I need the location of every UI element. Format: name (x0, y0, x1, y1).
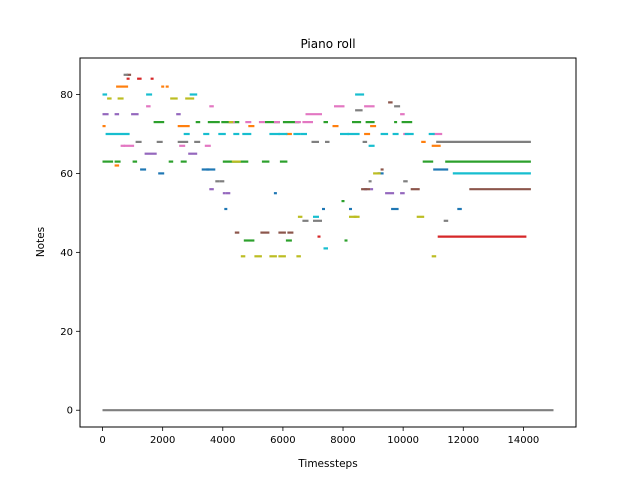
x-tick-label: 12000 (447, 435, 479, 446)
x-tick-label: 14000 (507, 435, 539, 446)
y-axis-ticks: 0 20 40 60 80 (60, 90, 80, 417)
y-axis-label: Notes (35, 227, 47, 257)
y-tick-label: 60 (60, 169, 73, 180)
y-tick-label: 20 (60, 327, 73, 338)
y-tick-label: 80 (60, 90, 73, 101)
note-series-3 (126, 77, 527, 238)
x-tick-label: 6000 (270, 435, 295, 446)
x-tick-label: 10000 (387, 435, 419, 446)
plot-content (102, 73, 554, 412)
note-series-2 (102, 120, 531, 242)
x-tick-label: 4000 (210, 435, 235, 446)
x-tick-label: 8000 (330, 435, 355, 446)
note-series-6 (120, 105, 443, 147)
note-series-1 (102, 85, 441, 167)
x-tick-label: 0 (99, 435, 105, 446)
chart-title: Piano roll (300, 37, 355, 51)
y-tick-label: 0 (67, 406, 73, 417)
plot-frame (79, 57, 577, 428)
y-tick-label: 40 (60, 248, 73, 259)
note-series-9 (102, 93, 531, 250)
x-axis-label: Timessteps (297, 458, 357, 470)
note-series-7 (102, 73, 554, 412)
x-axis-ticks: 0 2000 4000 6000 8000 10000 12000 14000 (99, 427, 539, 446)
x-tick-label: 2000 (150, 435, 175, 446)
note-series-8 (107, 97, 437, 258)
